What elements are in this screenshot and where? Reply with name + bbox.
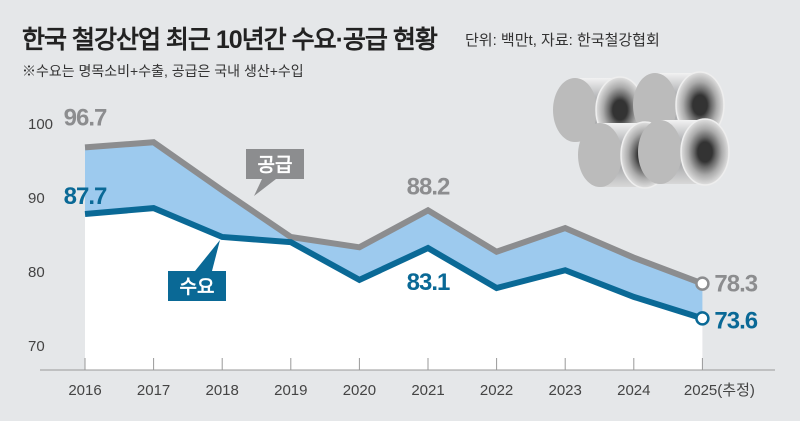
data-label: 88.2 [407, 173, 450, 200]
x-tick-label: 2021 [411, 382, 444, 399]
demand-legend-label: 수요 [180, 276, 215, 298]
x-tick-label: 2025(추정) [684, 382, 755, 399]
supply-legend-label: 공급 [258, 155, 293, 176]
x-tick-label: 2023 [549, 382, 582, 399]
demand-area [85, 208, 703, 370]
data-point [695, 276, 710, 291]
supply-callout-pointer [254, 179, 276, 196]
coil-back [638, 120, 682, 184]
coil-face [680, 118, 730, 186]
coil-back [578, 123, 622, 187]
demand-legend-callout [168, 271, 226, 301]
x-tick-label: 2020 [343, 382, 376, 399]
data-point [695, 311, 710, 326]
data-label: 78.3 [714, 271, 757, 298]
x-tick-label: 2019 [274, 382, 307, 399]
supply-line [84, 139, 704, 287]
data-label: 96.7 [64, 104, 107, 131]
x-tick-label: 2017 [137, 382, 170, 399]
supply-legend-callout [246, 149, 304, 179]
steel-coils-illustration [553, 71, 730, 189]
y-tick-label: 100 [28, 116, 53, 133]
x-tick-label: 2022 [480, 382, 513, 399]
y-tick-label: 70 [28, 338, 45, 355]
demand-line [84, 205, 704, 322]
demand-callout-pointer [195, 240, 220, 271]
x-tick-label: 2018 [206, 382, 239, 399]
chart-title: 한국 철강산업 최근 10년간 수요·공급 현황 [22, 26, 438, 54]
x-tick-label: 2024 [617, 382, 650, 399]
y-tick-label: 80 [28, 264, 45, 281]
data-label: 83.1 [407, 269, 450, 296]
data-label: 73.6 [714, 307, 757, 334]
y-tick-label: 90 [28, 190, 45, 207]
unit-source: 단위: 백만t, 자료: 한국철강협회 [465, 32, 660, 49]
coil-back [553, 78, 597, 142]
data-label: 87.7 [64, 183, 107, 210]
x-tick-label: 2016 [68, 382, 101, 399]
chart-note: ※수요는 명목소비+수출, 공급은 국내 생산+수입 [22, 63, 304, 79]
